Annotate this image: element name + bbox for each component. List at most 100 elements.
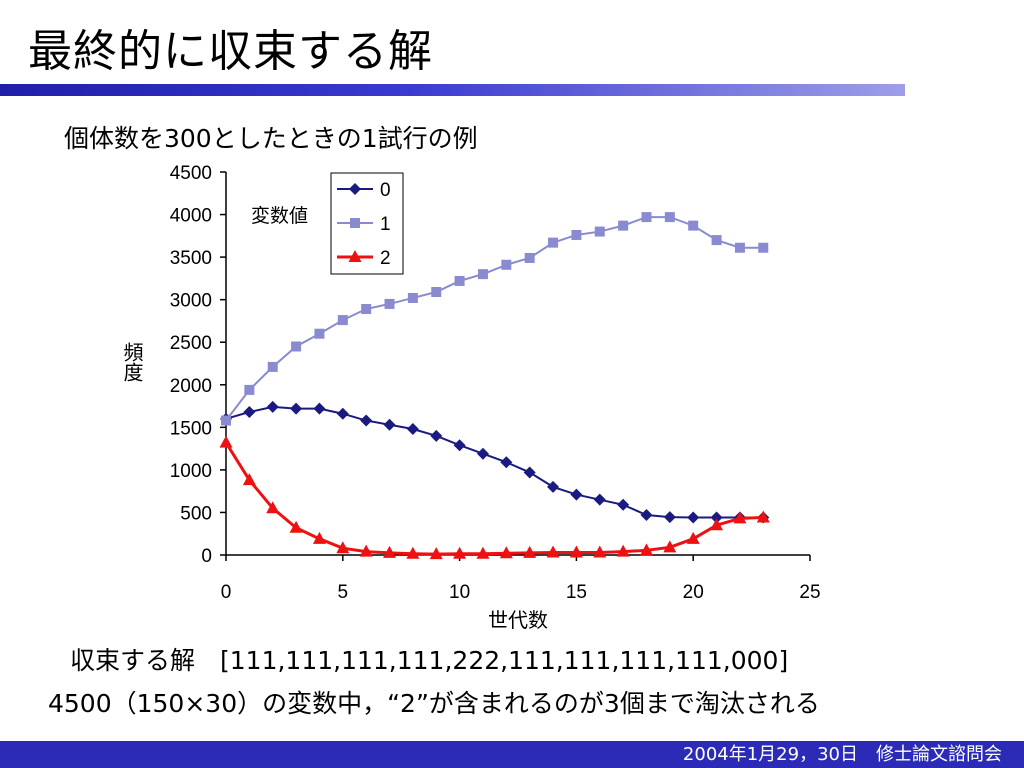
chart-legend: 変数値 0 1 2	[251, 172, 404, 275]
data-point-diamond	[523, 466, 536, 479]
data-point-square	[688, 220, 699, 231]
data-point-diamond	[360, 414, 373, 427]
series-line	[224, 441, 764, 556]
data-point-triangle	[359, 544, 373, 557]
data-point-triangle	[219, 435, 233, 448]
legend-entry-1: 1	[380, 214, 391, 235]
data-point-diamond	[663, 511, 676, 524]
footer-bar: 2004年1月29，30日 修士論文諮問会	[0, 741, 1024, 768]
data-point-triangle	[663, 540, 677, 553]
data-point-triangle	[383, 545, 397, 558]
elimination-note-text: 4500（150×30）の変数中，“2”が含まれるのが3個まで淘汰される	[48, 689, 820, 718]
data-point-square	[571, 229, 582, 240]
title-rule	[0, 84, 905, 96]
data-point-diamond	[453, 439, 466, 452]
series-1	[221, 212, 769, 426]
chart-series	[219, 212, 770, 560]
slide-title: 最終的に収束する解	[28, 26, 433, 77]
data-point-square	[501, 259, 512, 270]
data-point-square	[350, 218, 360, 228]
data-point-triangle	[616, 544, 630, 557]
y-axis-label: 頻度	[120, 342, 144, 382]
y-tick-label: 2000	[170, 376, 212, 397]
data-point-square	[407, 292, 418, 303]
y-tick-label: 1000	[170, 461, 212, 482]
series-2	[219, 435, 770, 560]
data-point-square	[314, 328, 325, 339]
data-point-triangle	[312, 531, 326, 544]
data-point-square	[221, 415, 231, 426]
x-tick-label: 5	[338, 582, 349, 603]
chart-axes: 0 500 1000 1500 2000 2500 3000 3500 4000 4500 0 5 10…	[120, 163, 821, 632]
data-point-triangle	[569, 545, 583, 558]
data-point-diamond	[383, 418, 396, 431]
data-point-square	[337, 315, 348, 326]
data-point-diamond	[500, 456, 513, 469]
legend-entry-0: 0	[380, 180, 391, 201]
data-point-triangle	[639, 543, 653, 556]
x-axis-label: 世代数	[488, 608, 548, 632]
data-point-diamond	[406, 423, 419, 436]
data-point-square	[641, 212, 652, 223]
data-point-diamond	[243, 406, 256, 419]
y-tick-label: 2500	[170, 333, 212, 354]
series-line	[225, 216, 764, 422]
data-point-triangle	[733, 511, 747, 524]
x-tick-label: 10	[449, 582, 470, 603]
converged-solution-text: 収束する解 [111,111,111,111,222,111,111,111,1…	[70, 646, 789, 675]
data-point-square	[267, 361, 278, 372]
data-point-triangle	[593, 545, 607, 558]
data-point-triangle	[406, 546, 420, 559]
data-point-square	[711, 235, 722, 246]
slide-subtitle: 個体数を300としたときの1試行の例	[64, 124, 478, 153]
data-point-diamond	[290, 402, 303, 415]
legend-entry-2: 2	[380, 248, 391, 269]
data-point-diamond	[687, 511, 700, 524]
data-point-triangle	[686, 531, 700, 544]
data-point-square	[664, 212, 675, 223]
y-tick-label: 3000	[170, 291, 212, 312]
data-point-triangle	[266, 501, 280, 514]
data-point-diamond	[313, 402, 326, 415]
data-point-square	[618, 220, 629, 231]
legend-title: 変数値	[251, 205, 308, 227]
data-point-diamond	[570, 488, 583, 501]
data-point-square	[454, 275, 465, 286]
data-point-square	[291, 341, 302, 352]
y-tick-label: 1500	[170, 418, 212, 439]
series-0	[220, 400, 770, 524]
y-tick-label: 3500	[170, 248, 212, 269]
data-point-diamond	[593, 493, 606, 506]
x-tick-label: 25	[799, 582, 820, 603]
data-point-triangle	[289, 520, 303, 533]
series-line	[225, 405, 764, 519]
footer-text: 2004年1月29，30日 修士論文諮問会	[682, 744, 1002, 765]
y-tick-label: 0	[201, 546, 212, 567]
data-point-square	[548, 237, 559, 248]
data-point-diamond	[336, 407, 349, 420]
y-tick-label: 4000	[170, 206, 212, 227]
data-point-diamond	[617, 498, 630, 511]
data-point-diamond	[349, 183, 361, 195]
data-point-diamond	[640, 508, 653, 521]
data-point-square	[431, 287, 442, 298]
data-point-triangle	[523, 545, 537, 558]
data-point-square	[734, 242, 745, 253]
data-point-triangle	[453, 546, 467, 559]
y-tick-label: 500	[180, 503, 212, 524]
data-point-square	[594, 226, 605, 237]
data-point-square	[361, 304, 372, 315]
data-point-diamond	[430, 429, 443, 442]
data-point-diamond	[547, 480, 560, 493]
data-point-triangle	[429, 547, 443, 560]
data-point-triangle	[710, 518, 724, 531]
data-point-triangle	[242, 473, 256, 486]
data-point-square	[524, 252, 535, 263]
data-point-triangle	[499, 546, 513, 559]
data-point-diamond	[266, 400, 279, 413]
data-point-triangle	[348, 250, 362, 262]
x-tick-label: 15	[566, 582, 587, 603]
data-point-triangle	[336, 541, 350, 554]
data-point-triangle	[476, 546, 490, 559]
y-tick-label: 4500	[170, 163, 212, 184]
